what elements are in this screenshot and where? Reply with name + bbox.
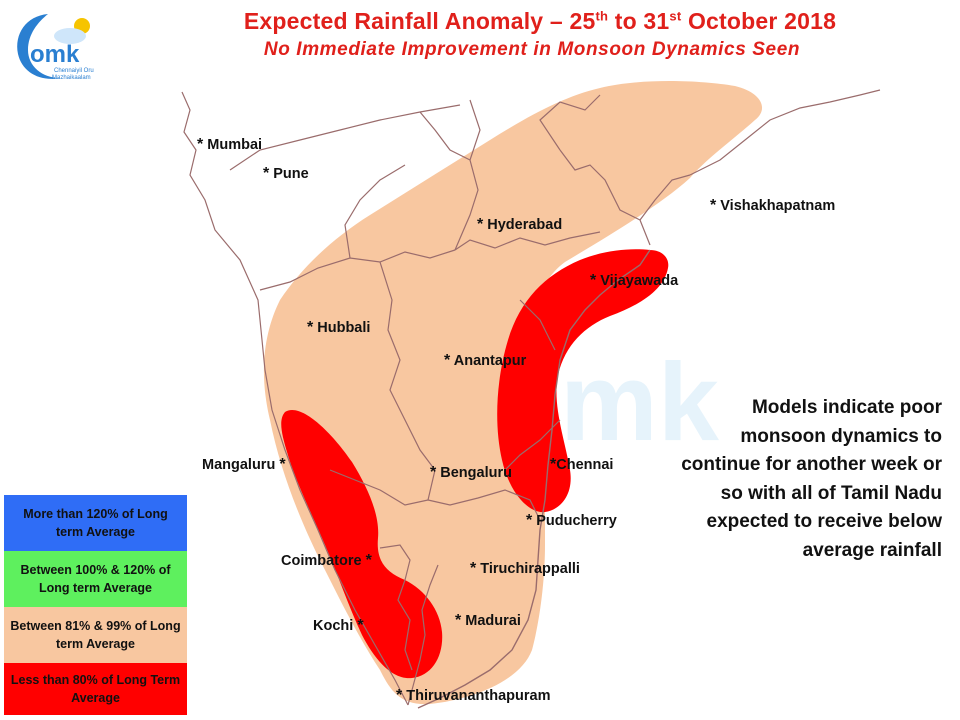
city-label-kochi: Kochi *: [313, 617, 364, 634]
watermark-logo: mk: [560, 341, 720, 464]
legend-label: Between 81% & 99% of Long term Average: [10, 619, 181, 651]
note-line: average rainfall: [802, 539, 942, 561]
city-label-pune: * Pune: [263, 165, 309, 182]
region-below-80-west: [281, 409, 443, 679]
city-label-vijayawada: * Vijayawada: [590, 272, 679, 289]
logo-swirl-icon: [17, 14, 61, 79]
border-lines: [181, 89, 881, 706]
note-line: monsoon dynamics to: [740, 425, 942, 447]
city-label-mangaluru: Mangaluru *: [202, 456, 286, 473]
forecast-note: Models indicate poor monsoon dynamics to…: [640, 394, 942, 565]
city-label-tiruchirappalli: * Tiruchirappalli: [470, 560, 580, 577]
city-label-coimbatore: Coimbatore *: [281, 552, 372, 569]
city-label-madurai: * Madurai: [455, 612, 521, 629]
city-label-bengaluru: * Bengaluru: [430, 464, 512, 481]
legend-label: Less than 80% of Long Term Average: [10, 673, 181, 705]
legend-below-80: Less than 80% of Long Term Average: [4, 663, 187, 715]
legend-label: More than 120% of Long term Average: [23, 507, 168, 539]
legend-100-120: Between 100% & 120% of Long term Average: [4, 551, 187, 607]
coastline: [417, 249, 651, 709]
city-label-hyderabad: * Hyderabad: [477, 216, 563, 233]
legend-81-99: Between 81% & 99% of Long term Average: [4, 607, 187, 663]
note-line: Models indicate poor: [751, 397, 942, 418]
note-line: expected to receive below: [706, 511, 943, 532]
city-label-chennai: *Chennai: [550, 456, 614, 473]
region-below-80-east: [497, 249, 669, 513]
map-subtitle: No Immediate Improvement in Monsoon Dyna…: [263, 39, 801, 60]
legend-above-120: More than 120% of Long term Average: [4, 495, 187, 551]
map-title: Expected Rainfall Anomaly – 25th to 31st…: [243, 8, 837, 34]
svg-text:mk: mk: [560, 341, 720, 464]
note-line: continue for another week or: [681, 454, 942, 475]
city-label-puducherry: * Puducherry: [526, 512, 617, 529]
city-label-anantapur: * Anantapur: [444, 352, 527, 369]
legend-label: Between 100% & 120% of Long term Average: [20, 563, 171, 595]
city-label-hubbali: * Hubbali: [307, 319, 371, 336]
city-label-mumbai: * Mumbai: [197, 136, 263, 153]
logo-text: omk: [30, 41, 80, 68]
logo-tagline-1: Chennaiyil Oru: [54, 68, 94, 74]
city-label-vishakhapatnam: * Vishakhapatnam: [710, 197, 836, 214]
city-label-thiruvananthapuram: * Thiruvananthapuram: [396, 687, 551, 704]
logo-tagline-2: Mazhaikaalam: [52, 75, 91, 81]
note-line: so with all of Tamil Nadu: [720, 482, 942, 504]
omk-logo: omk Chennaiyil Oru Mazhaikaalam: [17, 14, 94, 81]
